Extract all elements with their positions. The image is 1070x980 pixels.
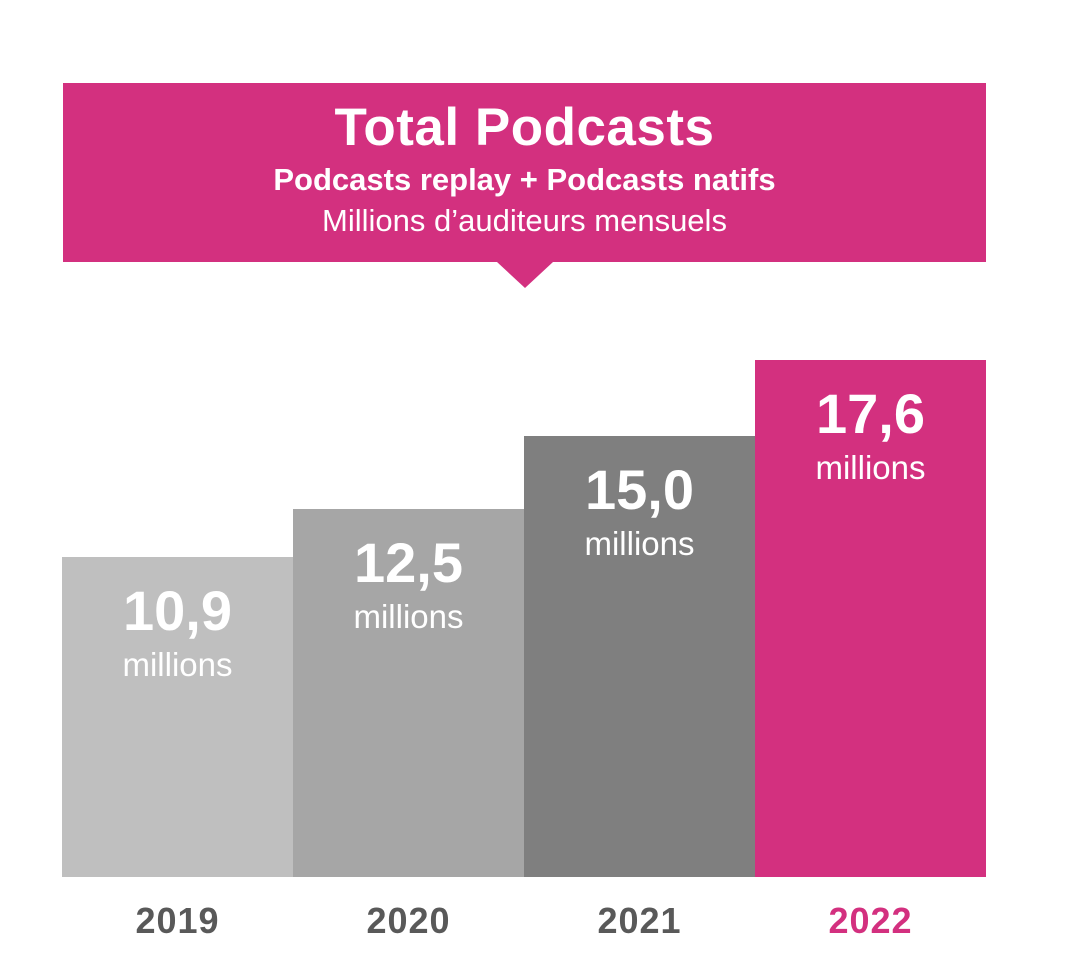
axis-label-2019: 2019 xyxy=(135,900,220,941)
chart-unit-caption: Millions d’auditeurs mensuels xyxy=(322,203,727,239)
bar-value-label: 15,0 xyxy=(585,458,694,521)
bar-value-suffix: millions xyxy=(815,449,926,486)
bar-value-label: 10,9 xyxy=(123,579,232,642)
axis-label-2021: 2021 xyxy=(597,900,682,941)
chart-subtitle: Podcasts replay + Podcasts natifs xyxy=(273,161,776,197)
bar-value-suffix: millions xyxy=(122,646,233,683)
bar-2021: 15,0 millions xyxy=(524,436,755,877)
bar-2020: 12,5 millions xyxy=(293,509,524,877)
bar-value-label: 17,6 xyxy=(816,382,925,445)
bar-value-suffix: millions xyxy=(584,525,695,562)
bar-2019: 10,9 millions xyxy=(62,557,293,877)
banner-pointer-triangle xyxy=(496,262,553,288)
axis-label-2022: 2022 xyxy=(828,900,913,941)
axis-label-2020: 2020 xyxy=(366,900,451,941)
bar-2022: 17,6 millions xyxy=(755,360,986,877)
bar-value-suffix: millions xyxy=(353,598,464,635)
bar-value-label: 12,5 xyxy=(354,531,463,594)
title-banner: Total Podcasts Podcasts replay + Podcast… xyxy=(63,83,986,288)
chart-title: Total Podcasts xyxy=(334,98,715,157)
